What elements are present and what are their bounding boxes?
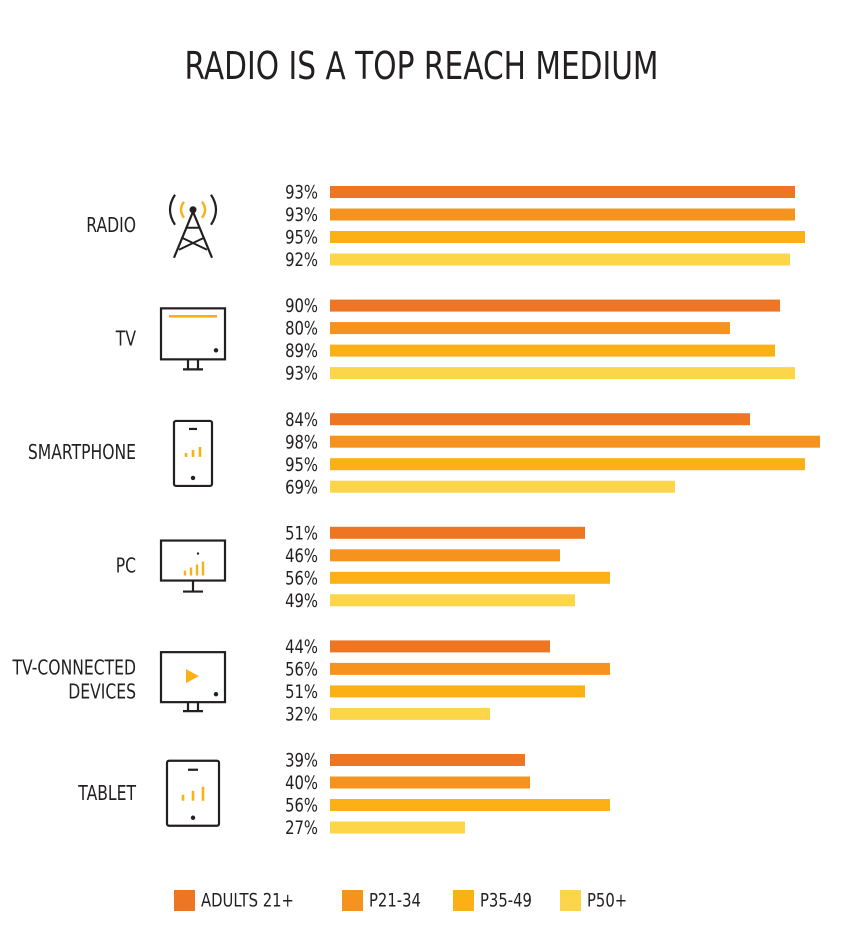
- bar: [330, 821, 465, 834]
- legend-label: ADULTS 21+: [201, 890, 294, 912]
- data-label: 56%: [285, 795, 318, 817]
- tv-icon: [159, 307, 227, 371]
- legend-label: P21-34: [369, 890, 421, 912]
- bar: [330, 458, 805, 471]
- bar: [330, 754, 525, 766]
- data-label: 32%: [285, 704, 318, 726]
- legend-swatch: [174, 890, 195, 911]
- bar: [330, 662, 610, 675]
- legend-swatch: [560, 890, 581, 911]
- legend-item: ADULTS 21+: [174, 890, 294, 912]
- legend-swatch: [342, 890, 363, 911]
- category-label: TABLET: [77, 782, 136, 805]
- bar: [330, 231, 805, 243]
- data-label: 39%: [285, 750, 318, 772]
- data-label: 80%: [285, 318, 318, 340]
- bar: [330, 594, 575, 607]
- tv-connected-device-icon: [159, 651, 227, 713]
- bar: [330, 571, 610, 584]
- data-label: 93%: [285, 204, 318, 226]
- legend-item: P21-34: [342, 890, 421, 912]
- legend-label: P50+: [587, 890, 627, 912]
- data-label: 93%: [285, 182, 318, 204]
- pc-monitor-icon: [159, 539, 227, 593]
- radio-tower-icon: [168, 194, 218, 259]
- data-label: 51%: [285, 681, 318, 703]
- category-label: PC: [116, 555, 136, 578]
- bar: [330, 322, 730, 335]
- data-label: 69%: [285, 477, 318, 499]
- bar: [330, 367, 795, 380]
- bar: [330, 799, 610, 811]
- category-label: DEVICES: [68, 680, 136, 703]
- bar: [330, 413, 750, 426]
- tablet-icon: [165, 759, 221, 827]
- category-label: RADIO: [86, 214, 136, 237]
- bar: [330, 253, 790, 266]
- data-label: 40%: [285, 772, 318, 794]
- data-label: 46%: [285, 545, 318, 567]
- bar: [330, 549, 560, 562]
- bar: [330, 480, 675, 493]
- bar: [330, 776, 530, 789]
- bar: [330, 526, 585, 539]
- data-label: 95%: [285, 454, 318, 476]
- category-label: TV-CONNECTED: [12, 656, 136, 679]
- bar: [330, 344, 775, 357]
- category-group-5: TABLET 39%40%56%27%: [77, 750, 610, 840]
- data-label: 90%: [285, 295, 318, 317]
- data-label: 56%: [285, 568, 318, 590]
- legend-item: P50+: [560, 890, 627, 912]
- data-label: 84%: [285, 409, 318, 431]
- legend-item: P35-49: [453, 890, 532, 912]
- data-label: 89%: [285, 340, 318, 362]
- chart-title: RADIO IS A TOP REACH MEDIUM: [184, 44, 659, 88]
- category-group-2: SMARTPHONE 84%98%95%69%: [28, 409, 820, 499]
- bar: [330, 186, 795, 198]
- category-group-1: TV 90%80%89%93%: [115, 295, 795, 385]
- data-label: 92%: [285, 249, 318, 271]
- data-label: 51%: [285, 523, 318, 545]
- bar: [330, 435, 820, 448]
- data-label: 98%: [285, 432, 318, 454]
- data-label: 27%: [285, 817, 318, 839]
- category-label: TV: [115, 328, 137, 351]
- category-label: SMARTPHONE: [28, 441, 136, 464]
- bar: [330, 640, 550, 653]
- bar: [330, 299, 780, 312]
- data-label: 95%: [285, 227, 318, 249]
- data-label: 44%: [285, 636, 318, 658]
- bar: [330, 685, 585, 698]
- bar: [330, 208, 795, 221]
- data-label: 49%: [285, 590, 318, 612]
- legend-label: P35-49: [480, 890, 532, 912]
- bar: [330, 707, 490, 720]
- category-group-3: PC 51%46%56%49%: [116, 523, 610, 612]
- data-label: 56%: [285, 659, 318, 681]
- data-label: 93%: [285, 363, 318, 385]
- smartphone-icon: [172, 419, 214, 488]
- legend-swatch: [453, 890, 474, 911]
